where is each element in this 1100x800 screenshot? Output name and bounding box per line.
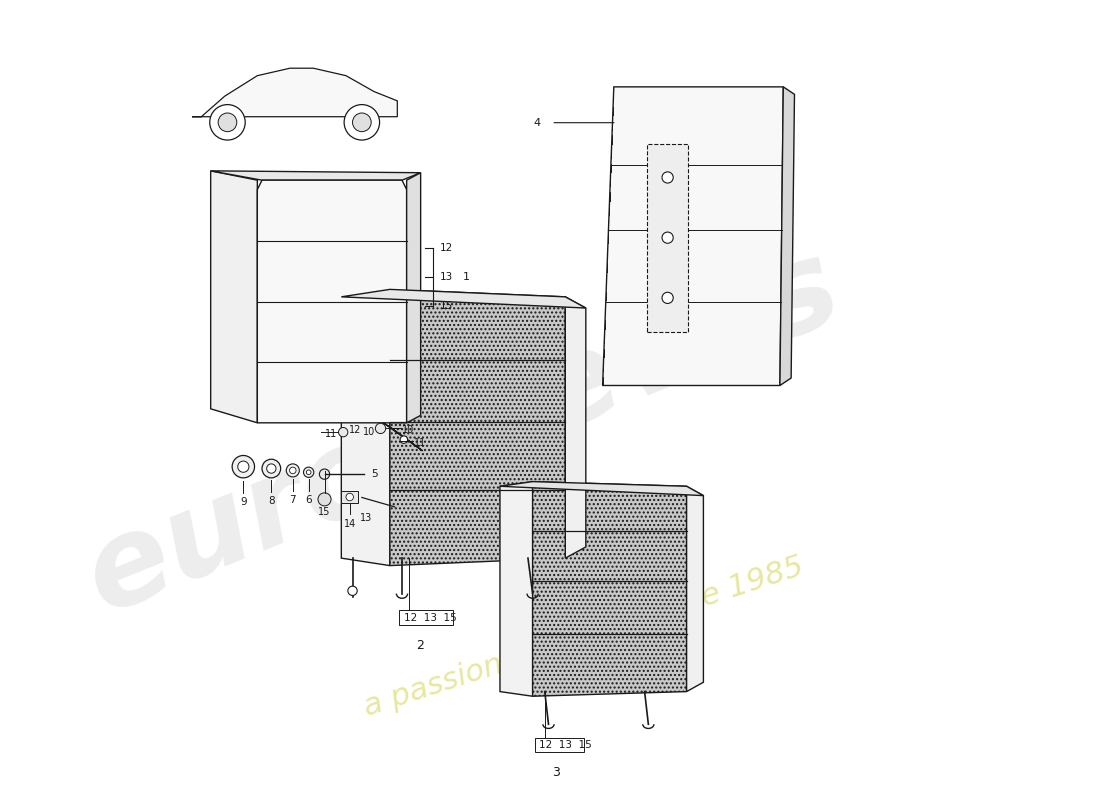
Circle shape <box>344 105 380 140</box>
Polygon shape <box>500 482 532 696</box>
Circle shape <box>304 467 313 478</box>
Polygon shape <box>407 173 420 423</box>
Text: 7: 7 <box>289 495 296 506</box>
Polygon shape <box>603 87 783 386</box>
Circle shape <box>346 494 353 501</box>
Text: 6: 6 <box>306 495 312 506</box>
Text: 12  13  15: 12 13 15 <box>404 613 456 623</box>
Text: 15: 15 <box>440 302 453 311</box>
Circle shape <box>262 459 280 478</box>
Circle shape <box>266 464 276 474</box>
Text: 11: 11 <box>414 438 427 448</box>
Polygon shape <box>211 171 257 423</box>
Circle shape <box>352 113 371 132</box>
Text: 14: 14 <box>343 518 355 529</box>
Circle shape <box>662 172 673 183</box>
Polygon shape <box>257 180 407 423</box>
Text: 3: 3 <box>552 766 560 779</box>
Text: 12  13  15: 12 13 15 <box>539 740 592 750</box>
Text: europeeves: europeeves <box>68 227 857 637</box>
Text: 10: 10 <box>363 427 375 437</box>
Circle shape <box>339 427 348 437</box>
Polygon shape <box>565 297 586 558</box>
Text: 12: 12 <box>349 426 362 435</box>
Polygon shape <box>211 171 420 180</box>
Polygon shape <box>532 482 686 696</box>
Circle shape <box>375 423 386 434</box>
Circle shape <box>210 105 245 140</box>
Bar <box>536 738 584 752</box>
Text: 4: 4 <box>534 118 540 128</box>
Polygon shape <box>341 290 586 308</box>
Polygon shape <box>192 68 397 117</box>
Bar <box>647 144 688 332</box>
Circle shape <box>306 470 311 474</box>
Polygon shape <box>500 482 703 496</box>
Polygon shape <box>686 486 703 691</box>
Bar <box>399 610 453 626</box>
Polygon shape <box>341 290 389 566</box>
Circle shape <box>318 493 331 506</box>
Text: 13: 13 <box>440 272 453 282</box>
Circle shape <box>232 455 254 478</box>
Circle shape <box>319 469 330 479</box>
Text: 9: 9 <box>240 497 246 507</box>
Bar <box>341 491 359 503</box>
Text: 1: 1 <box>463 272 470 282</box>
Circle shape <box>286 464 299 477</box>
Circle shape <box>662 232 673 243</box>
Text: a passion for parts since 1985: a passion for parts since 1985 <box>361 553 807 722</box>
Circle shape <box>400 436 408 443</box>
Text: 12: 12 <box>440 243 453 253</box>
Polygon shape <box>780 87 794 386</box>
Circle shape <box>289 467 296 474</box>
Circle shape <box>662 292 673 303</box>
Text: 5: 5 <box>371 469 377 479</box>
Polygon shape <box>389 290 565 566</box>
Polygon shape <box>383 423 422 451</box>
Text: 10: 10 <box>402 426 415 435</box>
Text: 15: 15 <box>318 507 331 518</box>
Text: 13: 13 <box>361 513 373 523</box>
Text: 11: 11 <box>324 429 337 439</box>
Text: 8: 8 <box>268 496 275 506</box>
Circle shape <box>238 461 249 472</box>
Circle shape <box>348 586 358 595</box>
Text: 2: 2 <box>416 639 424 652</box>
Circle shape <box>218 113 236 132</box>
